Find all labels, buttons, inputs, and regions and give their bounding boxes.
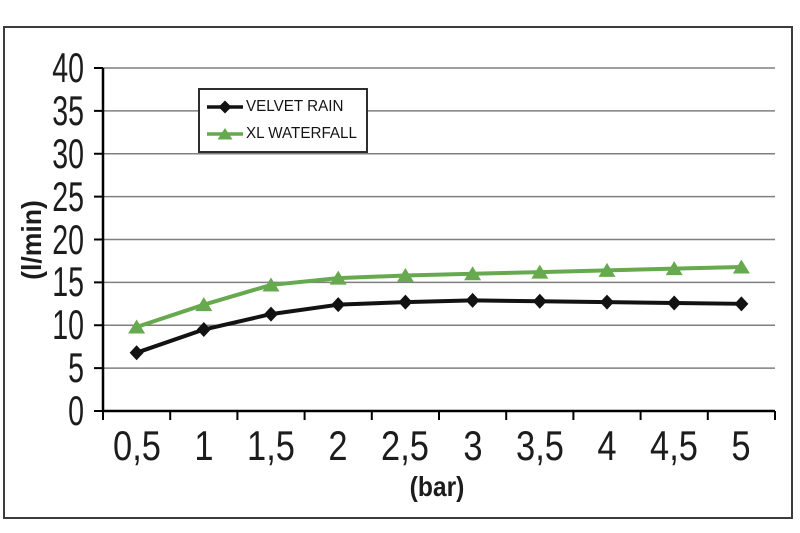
legend: VELVET RAIN XL WATERFALL <box>198 88 368 153</box>
xl-waterfall-series-marker <box>396 268 414 283</box>
x-tick-label: 4,5 <box>650 422 699 469</box>
xl-waterfall-series-marker <box>665 261 683 276</box>
y-tick-label: 40 <box>52 44 84 91</box>
xl-waterfall-series-marker <box>732 259 750 274</box>
legend-item-velvet-rain: VELVET RAIN <box>206 98 364 116</box>
y-tick-label: 0 <box>68 387 84 434</box>
chart-frame <box>3 26 793 519</box>
x-tick-label: 0,5 <box>112 422 161 469</box>
velvet-rain-series-marker <box>331 297 346 313</box>
y-tick-label: 15 <box>52 258 84 306</box>
xl-waterfall-series-marker <box>598 262 616 277</box>
xl-waterfall-series-marker <box>128 319 146 334</box>
xl-waterfall-series-marker <box>329 270 347 285</box>
legend-label-xl-waterfall: XL WATERFALL <box>246 125 357 143</box>
x-tick-label: 3 <box>463 422 483 469</box>
y-tick-label: 35 <box>52 86 84 134</box>
y-tick-label: 25 <box>52 172 84 220</box>
velvet-rain-series-marker <box>667 295 682 311</box>
x-tick-label: 4 <box>597 422 617 469</box>
x-axis-title: (bar) <box>409 471 465 502</box>
velvet-rain-series-marker <box>398 294 413 310</box>
velvet-rain-series-marker <box>532 293 547 309</box>
velvet-rain-line-diamond-marker-icon <box>207 100 243 114</box>
x-tick-label: 2,5 <box>381 422 430 469</box>
velvet-rain-series-marker <box>465 292 480 308</box>
y-tick-label: 30 <box>52 129 84 177</box>
x-tick-label: 1 <box>194 422 214 469</box>
x-tick-label: 5 <box>731 422 751 469</box>
xl-waterfall-series-marker <box>262 277 280 292</box>
xl-waterfall-series-marker <box>531 264 549 279</box>
x-tick-label: 2 <box>328 422 348 469</box>
legend-label-velvet-rain: VELVET RAIN <box>246 97 344 115</box>
xl-waterfall-series-marker <box>464 266 482 281</box>
xl-waterfall-line-triangle-marker-icon <box>207 128 243 140</box>
velvet-rain-series-line <box>134 298 744 355</box>
x-tick-label: 1,5 <box>247 422 295 469</box>
velvet-rain-series-marker <box>129 345 144 361</box>
velvet-rain-series-marker <box>196 322 211 338</box>
velvet-rain-series-marker <box>600 294 614 310</box>
velvet-rain-series-marker <box>264 306 278 322</box>
xl-waterfall-series-line <box>134 264 744 329</box>
legend-item-xl-waterfall: XL WATERFALL <box>206 125 364 143</box>
y-tick-label: 20 <box>52 215 84 263</box>
x-tick-label: 3,5 <box>515 422 564 469</box>
y-tick-label: 5 <box>68 344 84 392</box>
y-tick-label: 10 <box>52 301 84 349</box>
velvet-rain-series-marker <box>734 296 749 312</box>
xl-waterfall-series-marker <box>195 297 213 312</box>
